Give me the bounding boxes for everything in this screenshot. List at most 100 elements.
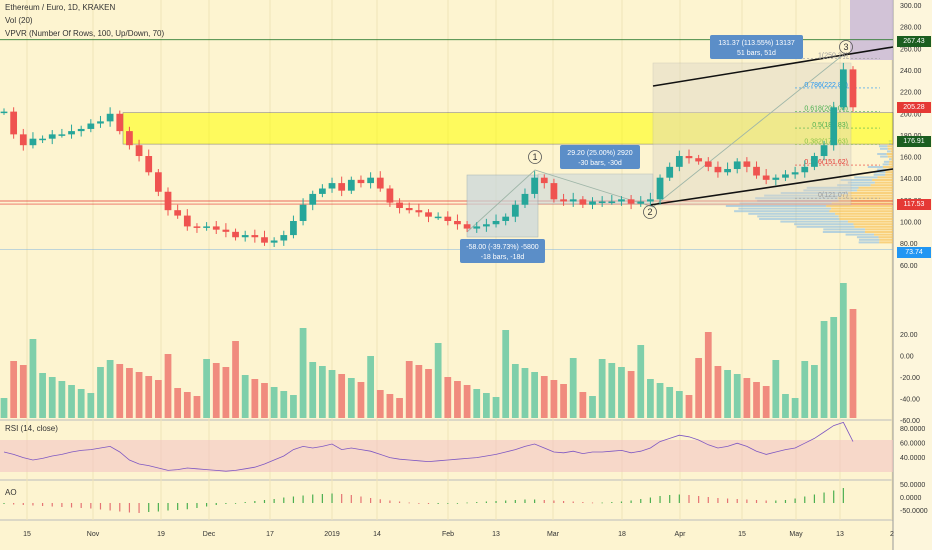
volume-bar [502, 330, 509, 418]
vpvr-bar [887, 153, 893, 155]
fib-level-label: 0(121.07) [818, 192, 848, 199]
volume-bar [811, 365, 818, 418]
ao-bar [360, 497, 361, 504]
candle-body [743, 161, 750, 166]
ao-bar [216, 503, 217, 505]
vpvr-bar [854, 176, 877, 178]
volume-bar [232, 341, 239, 418]
ao-bar [573, 502, 574, 504]
ao-bar [322, 494, 323, 503]
ao-bar [302, 496, 303, 504]
rsi-indicator-label: RSI (14, close) [5, 424, 58, 433]
time-axis-tick: 13 [492, 531, 500, 538]
vpvr-bar [874, 234, 893, 236]
volume-axis-tick: -20.00 [900, 375, 920, 382]
ao-bar [13, 503, 14, 505]
price-axis-tick: 260.00 [900, 46, 922, 53]
ao-bar [399, 502, 400, 504]
ao-bar [418, 503, 419, 504]
vpvr-bar [883, 166, 893, 168]
candle-body [126, 131, 133, 145]
volume-bar [628, 371, 635, 418]
ao-bar [167, 503, 168, 511]
candle-body [338, 183, 345, 191]
price-label-last: 205.28 [897, 102, 931, 113]
time-axis-tick: Feb [442, 531, 454, 538]
measure-callout-flat-line1: 29.20 (25.00%) 2920 [567, 150, 632, 157]
volume-bar [666, 387, 673, 418]
volume-bar [68, 385, 75, 418]
vpvr-bar [865, 231, 893, 233]
ao-bar [611, 502, 612, 503]
vpvr-bar [797, 226, 855, 228]
volume-bar [724, 370, 731, 418]
volume-bar [136, 372, 143, 418]
vpvr-bar [734, 210, 829, 212]
vpvr-bar [848, 221, 893, 223]
price-axis-panel [893, 0, 932, 550]
price-label-support: 117.53 [897, 199, 931, 210]
vpvr-bar [738, 208, 831, 210]
vpvr-bar [880, 148, 888, 150]
volume-bar [280, 391, 287, 418]
ao-bar [23, 503, 24, 505]
volume-bar [637, 345, 644, 418]
ao-bar [823, 493, 824, 504]
ao-axis-tick: 0.0000 [900, 495, 922, 502]
ao-bar [457, 503, 458, 504]
volume-bar [541, 376, 548, 418]
ao-bar [505, 501, 506, 504]
vpvr-bar [891, 150, 893, 152]
ao-bar [283, 498, 284, 504]
candle-body [87, 124, 94, 129]
volume-bar [705, 332, 712, 418]
rsi-axis-tick: 80.0000 [900, 426, 925, 433]
ao-axis-tick: -50.0000 [900, 508, 928, 515]
candle-body [271, 240, 278, 242]
ao-bar [524, 500, 525, 504]
ao-bar [389, 501, 390, 504]
candle-body [367, 178, 374, 183]
ao-bar [679, 495, 680, 504]
ao-bar [61, 503, 62, 507]
volume-bar [734, 374, 741, 418]
wave-label: 3 [843, 42, 848, 52]
volume-bar [271, 387, 278, 418]
candle-body [425, 212, 432, 216]
candle-body [145, 156, 152, 172]
ao-bar [71, 503, 72, 508]
volume-bar [251, 379, 258, 418]
volume-bar [589, 396, 596, 418]
vpvr-bar [889, 163, 893, 165]
volume-bar [512, 364, 519, 418]
price-axis-tick: 240.00 [900, 68, 922, 75]
volume-bar [657, 383, 664, 418]
vpvr-bar [835, 213, 893, 215]
candle-body [174, 210, 181, 215]
rsi-axis-tick: 40.0000 [900, 455, 925, 462]
volume-bar [30, 339, 37, 418]
candle-body [107, 114, 114, 122]
volume-bar [464, 385, 471, 418]
volume-bar [213, 363, 220, 418]
vpvr-bar [757, 215, 838, 217]
ao-bar [708, 497, 709, 503]
ao-bar [640, 499, 641, 503]
vpvr-bar [865, 228, 893, 230]
candle-body [39, 139, 46, 141]
candle-body [300, 205, 307, 221]
candle-body [753, 167, 760, 176]
ao-bar [833, 491, 834, 504]
candle-body [280, 235, 287, 240]
candle-body [772, 178, 779, 180]
rsi-axis-tick: 60.0000 [900, 441, 925, 448]
volume-bar [194, 396, 201, 418]
ao-bar [495, 501, 496, 503]
vpvr-bar [879, 239, 893, 241]
volume-bar [20, 365, 27, 418]
candle-body [242, 235, 249, 237]
ao-bar [659, 496, 660, 503]
candle-body [821, 145, 828, 156]
volume-bar [608, 363, 615, 418]
